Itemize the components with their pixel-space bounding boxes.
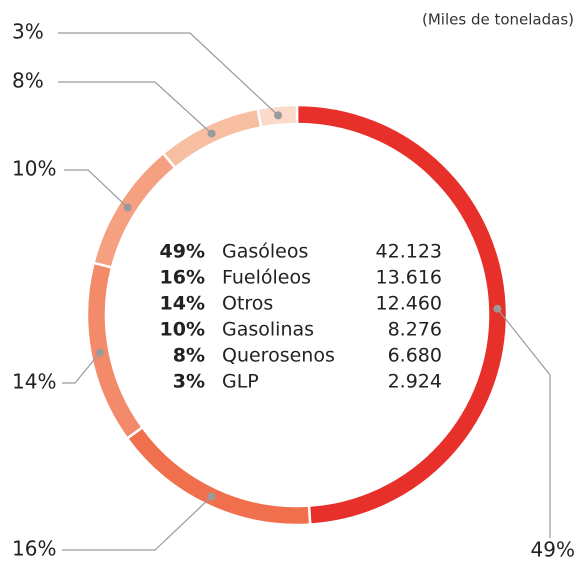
- donut-slice: [295, 103, 509, 526]
- legend-percent: 49%: [160, 241, 205, 263]
- legend-name: Otros: [222, 293, 273, 315]
- leader-dot: [207, 492, 216, 501]
- slice-label: 16%: [12, 537, 56, 561]
- legend-percent: 8%: [173, 345, 205, 367]
- legend-name: GLP: [222, 371, 259, 393]
- leader-dot: [123, 203, 132, 212]
- leader-dot: [96, 348, 105, 357]
- leader-line: [62, 352, 101, 384]
- legend-name: Gasóleos: [222, 241, 308, 263]
- legend-amount: 8.276: [388, 319, 442, 341]
- legend-name: Gasolinas: [222, 319, 314, 341]
- slice-label: 10%: [12, 157, 56, 181]
- legend-amount: 2.924: [388, 371, 442, 393]
- leader-line: [58, 81, 213, 135]
- leader-line: [64, 169, 129, 209]
- slice-label: 3%: [12, 20, 44, 44]
- leader-line: [62, 495, 213, 551]
- leader-dot: [493, 304, 502, 313]
- legend-name: Fuelóleos: [222, 267, 311, 289]
- leader-line: [496, 308, 551, 538]
- donut-slice: [125, 425, 312, 527]
- donut-slice: [161, 107, 263, 170]
- legend-percent: 10%: [160, 319, 205, 341]
- legend-percent: 16%: [160, 267, 205, 289]
- legend-amount: 13.616: [376, 267, 442, 289]
- legend-name: Querosenos: [222, 345, 335, 367]
- leader-dot: [274, 111, 283, 120]
- donut-slice: [85, 261, 145, 441]
- legend-percent: 14%: [160, 293, 205, 315]
- slice-label: 14%: [12, 370, 56, 394]
- legend-amount: 6.680: [388, 345, 442, 367]
- chart-subtitle: (Miles de toneladas): [422, 11, 574, 29]
- leader-dot: [207, 129, 216, 138]
- slice-label: 8%: [12, 69, 44, 93]
- leader-line: [58, 32, 279, 116]
- legend-percent: 3%: [173, 371, 205, 393]
- legend-amount: 12.460: [376, 293, 442, 315]
- slice-label: 49%: [531, 538, 575, 562]
- legend-amount: 42.123: [376, 241, 442, 263]
